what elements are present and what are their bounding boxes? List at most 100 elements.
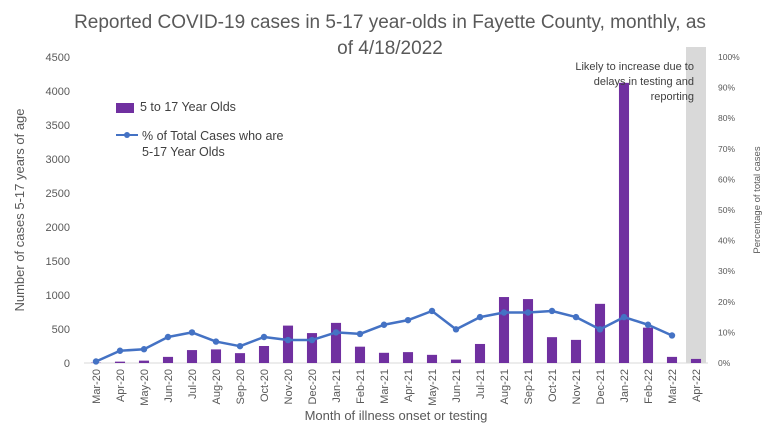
x-tick-label: Dec-21 (595, 369, 607, 404)
x-tick-label: Aug-20 (211, 369, 223, 404)
line-point (141, 346, 147, 352)
x-tick-label: Sep-21 (523, 369, 535, 404)
y-tick-label: 2000 (46, 222, 70, 234)
legend: 5 to 17 Year Olds % of Total Cases who a… (116, 100, 284, 160)
line-point (117, 348, 123, 354)
y-tick-label: 0 (64, 358, 70, 370)
y-tick-label: 3000 (46, 154, 70, 166)
annotation-line1: Likely to increase due to (540, 60, 694, 75)
legend-item-line: % of Total Cases who are 5-17 Year Olds (116, 128, 284, 160)
y-tick-label: 3500 (46, 120, 70, 132)
bar (211, 349, 221, 363)
x-tick-label: Dec-20 (307, 369, 319, 404)
x-tick-label: Sep-20 (235, 369, 247, 404)
x-tick-label: Jan-21 (331, 369, 343, 403)
line-point (189, 329, 195, 335)
bar (283, 326, 293, 363)
bar (139, 361, 149, 363)
bar (595, 304, 605, 363)
legend-item-bars: 5 to 17 Year Olds (116, 100, 284, 114)
line-point (621, 314, 627, 320)
y-tick-label: 500 (52, 324, 70, 336)
line-point (93, 358, 99, 364)
y-tick-label: 2500 (46, 188, 70, 200)
x-tick-label: Aug-21 (499, 369, 511, 404)
bar (379, 353, 389, 363)
y-tick-label: 4000 (46, 86, 70, 98)
line-point (669, 332, 675, 338)
bar (403, 352, 413, 363)
line-point (597, 326, 603, 332)
x-tick-label: May-20 (139, 369, 151, 406)
annotation-note: Likely to increase due to delays in test… (540, 60, 694, 105)
line-point (165, 334, 171, 340)
line-point (525, 309, 531, 315)
bar (523, 299, 533, 363)
line-point (261, 334, 267, 340)
y2-tick-label: 20% (718, 297, 735, 307)
y-tick-label: 1500 (46, 256, 70, 268)
x-tick-label: Feb-21 (355, 369, 367, 404)
annotation-line3: reporting (540, 90, 694, 105)
bar (451, 360, 461, 363)
bar (643, 328, 653, 363)
x-tick-label: Mar-22 (667, 369, 679, 404)
bar (115, 362, 125, 363)
legend-bar-swatch (116, 103, 134, 113)
bar (571, 340, 581, 363)
x-tick-label: Jun-20 (163, 369, 175, 403)
y2-tick-label: 0% (718, 358, 731, 368)
bar (427, 355, 437, 363)
line-point (477, 314, 483, 320)
legend-line-label-1: % of Total Cases who are (142, 128, 284, 144)
bar (499, 297, 509, 363)
line-point (453, 326, 459, 332)
bar (331, 323, 341, 363)
x-tick-label: Apr-21 (403, 369, 415, 402)
x-tick-label: Oct-20 (259, 369, 271, 402)
legend-bar-label: 5 to 17 Year Olds (140, 100, 236, 114)
legend-line-swatch (116, 128, 138, 142)
bar (667, 357, 677, 363)
x-tick-label: Oct-21 (547, 369, 559, 402)
bar (475, 344, 485, 363)
y2-tick-label: 10% (718, 327, 735, 337)
bar (547, 337, 557, 363)
chart-title: Reported COVID-19 cases in 5-17 year-old… (60, 10, 720, 62)
bar (619, 83, 629, 363)
y-axis-title: Number of cases 5-17 years of age (12, 108, 27, 311)
x-tick-label: May-21 (427, 369, 439, 406)
line-point (405, 317, 411, 323)
x-tick-label: Jun-21 (451, 369, 463, 403)
line-point (285, 337, 291, 343)
line-point (381, 322, 387, 328)
line-point (237, 343, 243, 349)
x-tick-label: Feb-22 (643, 369, 655, 404)
y2-tick-label: 100% (718, 52, 740, 62)
bar (235, 353, 245, 363)
x-axis-title: Month of illness onset or testing (305, 408, 488, 423)
bar (163, 357, 173, 363)
x-tick-label: Nov-21 (571, 369, 583, 404)
y2-tick-label: 40% (718, 236, 735, 246)
x-tick-label: Mar-20 (91, 369, 103, 404)
x-tick-label: Nov-20 (283, 369, 295, 404)
line-point (213, 338, 219, 344)
line-point (573, 314, 579, 320)
y2-tick-label: 50% (718, 205, 735, 215)
line-point (645, 322, 651, 328)
x-tick-label: Jan-22 (619, 369, 631, 403)
x-tick-label: Apr-22 (691, 369, 703, 402)
y2-tick-label: 30% (718, 266, 735, 276)
annotation-line2: delays in testing and (540, 75, 694, 90)
line-point (357, 331, 363, 337)
chart-title-line1: Reported COVID-19 cases in 5-17 year-old… (60, 10, 720, 36)
line-point (333, 329, 339, 335)
chart-title-line2: of 4/18/2022 (60, 36, 720, 62)
y2-tick-label: 70% (718, 144, 735, 154)
line-point (501, 309, 507, 315)
y2-tick-label: 60% (718, 174, 735, 184)
line-point (429, 308, 435, 314)
bar (355, 347, 365, 363)
